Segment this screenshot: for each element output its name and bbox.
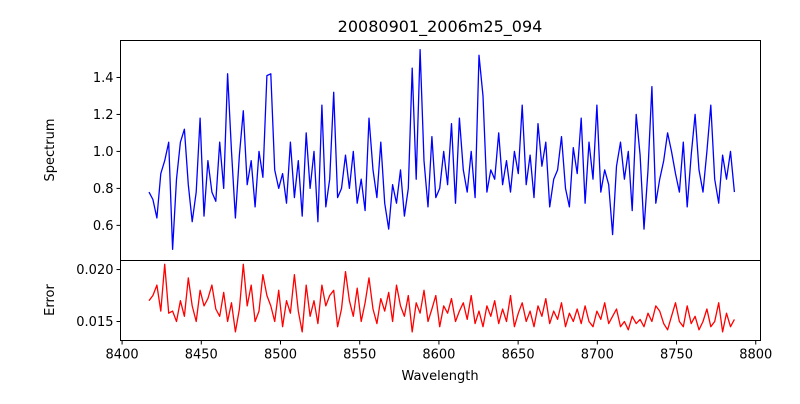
- y-tick-label: 0.020: [76, 263, 113, 278]
- error-panel: 0.015 0.020 8400 8450 8500 8550 8600 8650 8700 87…: [76, 260, 772, 363]
- y-axis-label-spectrum: Spectrum: [43, 119, 58, 182]
- error-line: [148, 263, 735, 333]
- y-axis-label-error: Error: [43, 284, 58, 316]
- chart-title: 20080901_2006m25_094: [338, 17, 543, 37]
- x-tick-label: 8650: [502, 348, 535, 363]
- spectrum-line: [148, 49, 736, 251]
- spectrum-panel: 0.6 0.8 1.0 1.2 1.4: [93, 40, 761, 261]
- y-tick-label: 1.2: [93, 108, 114, 123]
- x-tick-label: 8700: [581, 348, 614, 363]
- axes-frame: [120, 260, 761, 341]
- y-tick-label: 0.015: [76, 315, 113, 330]
- x-tick-label: 8500: [264, 348, 297, 363]
- x-tick-label: 8550: [343, 348, 376, 363]
- x-tick-label: 8400: [106, 348, 139, 363]
- y-tick-label: 1.4: [93, 71, 114, 86]
- x-tick-label: 8600: [422, 348, 455, 363]
- x-axis-label: Wavelength: [401, 369, 478, 384]
- y-tick-label: 1.0: [93, 145, 114, 160]
- x-tick-label: 8450: [185, 348, 218, 363]
- y-tick-label: 0.6: [93, 219, 114, 234]
- y-tick-label: 0.8: [93, 182, 114, 197]
- x-tick-label: 8800: [739, 348, 772, 363]
- x-tick-label: 8750: [660, 348, 693, 363]
